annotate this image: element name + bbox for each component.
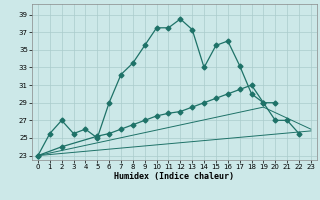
X-axis label: Humidex (Indice chaleur): Humidex (Indice chaleur)	[115, 172, 234, 181]
